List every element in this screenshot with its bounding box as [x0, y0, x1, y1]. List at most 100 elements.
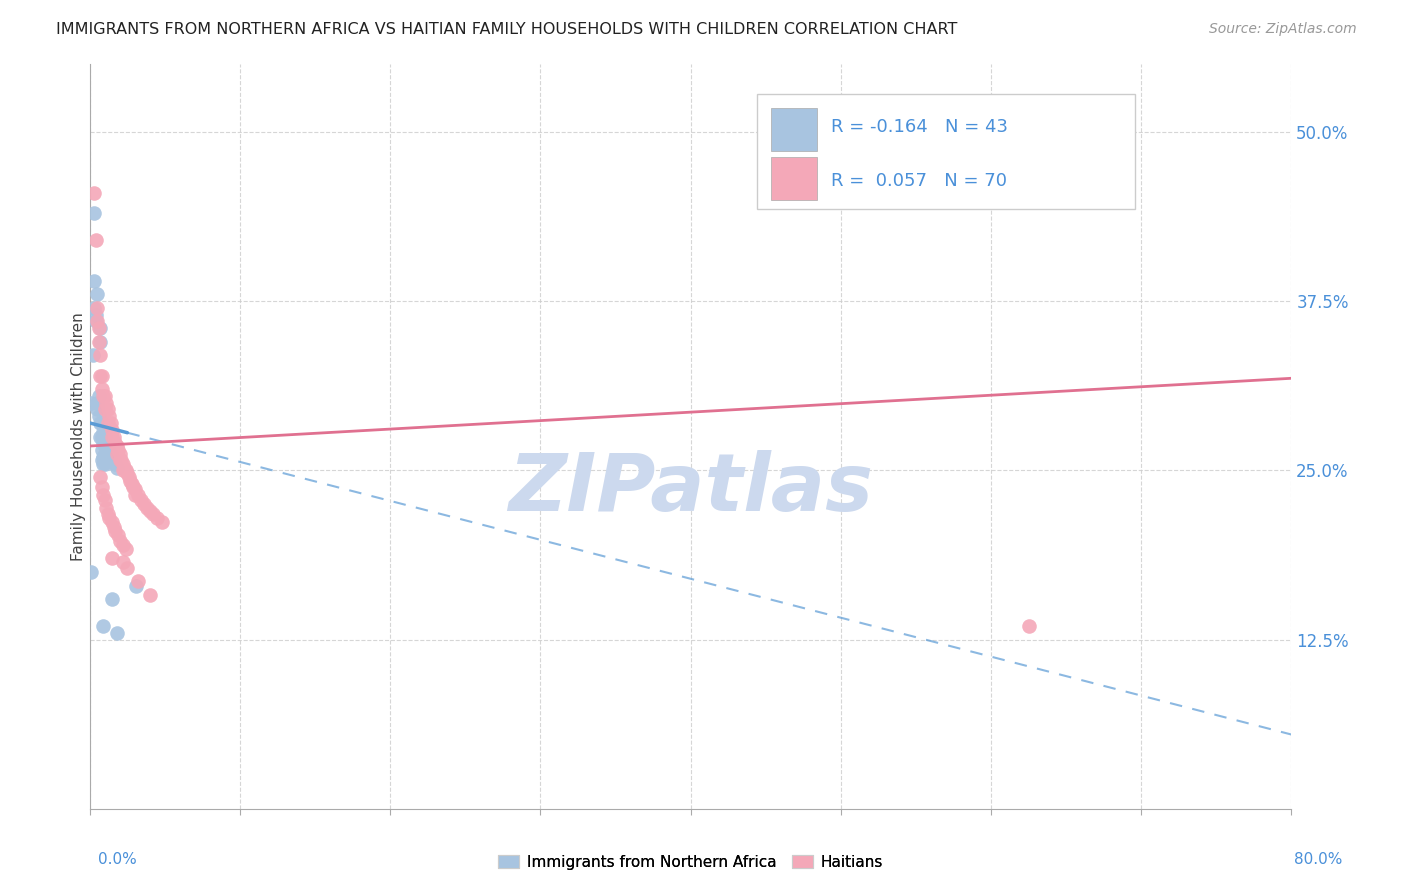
- Point: [103, 452, 125, 467]
- Point: [107, 443, 129, 458]
- Point: [93, 436, 115, 450]
- Point: [105, 460, 128, 475]
- Point: [127, 488, 149, 502]
- Point: [90, 382, 112, 396]
- Point: [120, 474, 142, 488]
- Point: [98, 443, 121, 458]
- Point: [101, 429, 124, 443]
- Point: [89, 321, 111, 335]
- Point: [93, 457, 115, 471]
- Point: [93, 619, 115, 633]
- Point: [100, 447, 122, 461]
- Point: [83, 274, 105, 288]
- Point: [117, 466, 139, 480]
- Point: [142, 507, 165, 521]
- Point: [101, 450, 124, 464]
- Point: [108, 533, 131, 548]
- Point: [84, 233, 107, 247]
- Point: [129, 493, 152, 508]
- Point: [121, 477, 143, 491]
- Legend: Immigrants from Northern Africa, Haitians: Immigrants from Northern Africa, Haitian…: [492, 848, 890, 876]
- Point: [94, 439, 117, 453]
- Point: [98, 409, 121, 424]
- Point: [90, 416, 112, 430]
- Point: [103, 520, 125, 534]
- Point: [93, 389, 115, 403]
- Text: Source: ZipAtlas.com: Source: ZipAtlas.com: [1209, 22, 1357, 37]
- Y-axis label: Family Households with Children: Family Households with Children: [72, 312, 86, 561]
- Point: [98, 510, 121, 524]
- Point: [96, 501, 118, 516]
- Point: [139, 504, 162, 518]
- Text: ZIPatlas: ZIPatlas: [508, 450, 873, 528]
- Point: [97, 450, 120, 464]
- Point: [100, 416, 122, 430]
- Text: R =  0.057   N = 70: R = 0.057 N = 70: [831, 172, 1007, 190]
- Bar: [770, 157, 817, 201]
- Point: [122, 480, 145, 494]
- Point: [87, 334, 110, 349]
- Point: [83, 301, 105, 315]
- Point: [93, 425, 115, 440]
- Point: [111, 457, 134, 471]
- Point: [104, 524, 127, 539]
- Point: [90, 429, 112, 443]
- Point: [89, 416, 111, 430]
- Point: [135, 501, 157, 516]
- Point: [90, 368, 112, 383]
- Point: [115, 463, 138, 477]
- Point: [90, 480, 112, 494]
- Point: [96, 395, 118, 409]
- Point: [127, 574, 149, 589]
- Point: [94, 457, 117, 471]
- FancyBboxPatch shape: [756, 94, 1135, 210]
- Point: [97, 416, 120, 430]
- Point: [97, 439, 120, 453]
- Point: [83, 186, 105, 200]
- Point: [87, 389, 110, 403]
- Point: [86, 402, 108, 417]
- Point: [93, 488, 115, 502]
- Point: [108, 452, 131, 467]
- Point: [87, 321, 110, 335]
- Point: [86, 301, 108, 315]
- Point: [84, 314, 107, 328]
- Point: [112, 460, 135, 475]
- Point: [101, 423, 124, 437]
- Point: [125, 578, 148, 592]
- Point: [96, 436, 118, 450]
- Point: [124, 488, 146, 502]
- Point: [139, 588, 162, 602]
- Point: [111, 538, 134, 552]
- Point: [86, 287, 108, 301]
- Point: [87, 409, 110, 424]
- Point: [93, 450, 115, 464]
- Point: [101, 592, 124, 607]
- Point: [146, 510, 169, 524]
- Point: [1018, 619, 1040, 633]
- Point: [94, 429, 117, 443]
- Point: [97, 507, 120, 521]
- Point: [89, 470, 111, 484]
- Point: [90, 443, 112, 458]
- Point: [89, 429, 111, 443]
- Point: [96, 450, 118, 464]
- Point: [94, 493, 117, 508]
- Point: [117, 561, 139, 575]
- Point: [90, 452, 112, 467]
- Point: [104, 457, 127, 471]
- Text: 0.0%: 0.0%: [98, 852, 138, 867]
- Point: [86, 395, 108, 409]
- Point: [118, 470, 141, 484]
- Point: [89, 368, 111, 383]
- Point: [82, 348, 104, 362]
- Point: [105, 447, 128, 461]
- Point: [94, 389, 117, 403]
- Point: [150, 515, 173, 529]
- Point: [84, 308, 107, 322]
- Point: [80, 565, 103, 579]
- Point: [103, 429, 125, 443]
- Point: [83, 206, 105, 220]
- Point: [89, 334, 111, 349]
- Point: [105, 439, 128, 453]
